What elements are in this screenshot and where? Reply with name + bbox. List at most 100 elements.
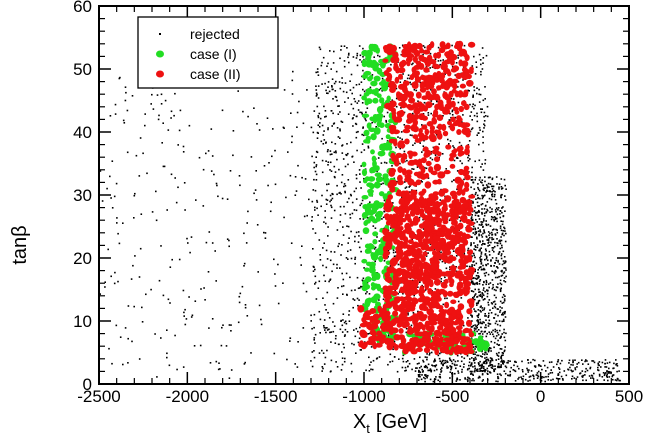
point xyxy=(498,351,500,354)
point xyxy=(399,162,401,165)
point xyxy=(423,101,426,104)
point xyxy=(368,370,371,372)
point xyxy=(591,375,594,377)
point xyxy=(326,183,328,186)
point xyxy=(323,326,325,329)
point xyxy=(535,374,538,376)
point xyxy=(480,221,482,223)
point xyxy=(442,202,448,211)
point xyxy=(152,108,155,110)
point xyxy=(500,186,503,188)
point xyxy=(363,70,372,76)
point xyxy=(432,365,434,367)
point xyxy=(273,258,275,261)
point xyxy=(417,286,419,288)
point xyxy=(426,197,433,203)
point xyxy=(479,176,481,179)
point xyxy=(330,359,333,362)
point xyxy=(126,109,129,112)
legend-item: case (I) xyxy=(156,46,237,62)
point xyxy=(484,315,486,317)
point xyxy=(311,365,314,368)
point xyxy=(425,347,430,353)
point xyxy=(565,374,568,377)
point xyxy=(500,239,503,242)
point xyxy=(612,378,614,381)
point xyxy=(329,194,332,197)
point xyxy=(319,318,322,321)
point xyxy=(372,160,377,168)
point xyxy=(327,86,329,88)
point xyxy=(443,83,450,91)
point xyxy=(494,193,496,196)
point xyxy=(501,270,503,273)
point xyxy=(356,115,358,118)
point xyxy=(140,213,143,215)
point xyxy=(454,360,457,363)
point xyxy=(413,89,416,91)
point xyxy=(426,44,432,51)
point xyxy=(312,131,315,134)
point xyxy=(343,321,346,324)
point xyxy=(453,179,455,181)
point xyxy=(493,271,495,273)
point xyxy=(389,260,397,267)
point xyxy=(475,328,477,330)
point xyxy=(292,70,294,73)
point xyxy=(479,291,481,293)
point xyxy=(311,351,314,353)
point xyxy=(464,147,470,156)
point xyxy=(315,92,318,95)
point xyxy=(473,55,475,58)
point xyxy=(358,287,361,289)
point xyxy=(319,48,322,51)
point xyxy=(484,290,486,293)
point xyxy=(429,88,432,91)
point xyxy=(478,234,480,237)
point xyxy=(418,274,423,281)
point xyxy=(438,308,445,314)
point xyxy=(409,305,416,312)
point xyxy=(400,192,407,198)
point xyxy=(268,162,270,164)
point xyxy=(435,376,437,378)
point xyxy=(486,295,489,298)
point xyxy=(370,346,373,348)
point xyxy=(357,241,360,243)
point xyxy=(379,143,387,151)
point xyxy=(482,188,485,191)
point xyxy=(319,332,321,334)
point xyxy=(460,352,462,355)
point xyxy=(546,366,549,369)
scatter-points xyxy=(99,40,621,383)
point xyxy=(481,292,483,294)
point xyxy=(410,324,413,327)
point xyxy=(484,357,486,359)
point xyxy=(331,85,333,87)
point xyxy=(460,144,463,147)
point xyxy=(505,366,508,369)
point xyxy=(412,312,415,314)
point xyxy=(277,302,280,305)
point xyxy=(479,250,481,252)
point xyxy=(513,369,516,372)
point xyxy=(449,340,455,347)
point xyxy=(274,149,276,152)
point xyxy=(177,144,179,146)
point xyxy=(576,366,578,368)
point xyxy=(603,379,605,381)
point xyxy=(114,271,116,274)
point xyxy=(411,194,417,200)
point xyxy=(247,115,249,118)
point xyxy=(500,335,502,338)
point xyxy=(411,209,418,215)
point xyxy=(452,98,455,100)
point xyxy=(487,301,489,304)
point xyxy=(481,380,484,382)
point xyxy=(477,214,479,217)
point xyxy=(372,202,378,209)
point xyxy=(392,273,399,281)
point xyxy=(499,300,502,303)
point xyxy=(528,369,530,371)
point xyxy=(500,194,502,197)
